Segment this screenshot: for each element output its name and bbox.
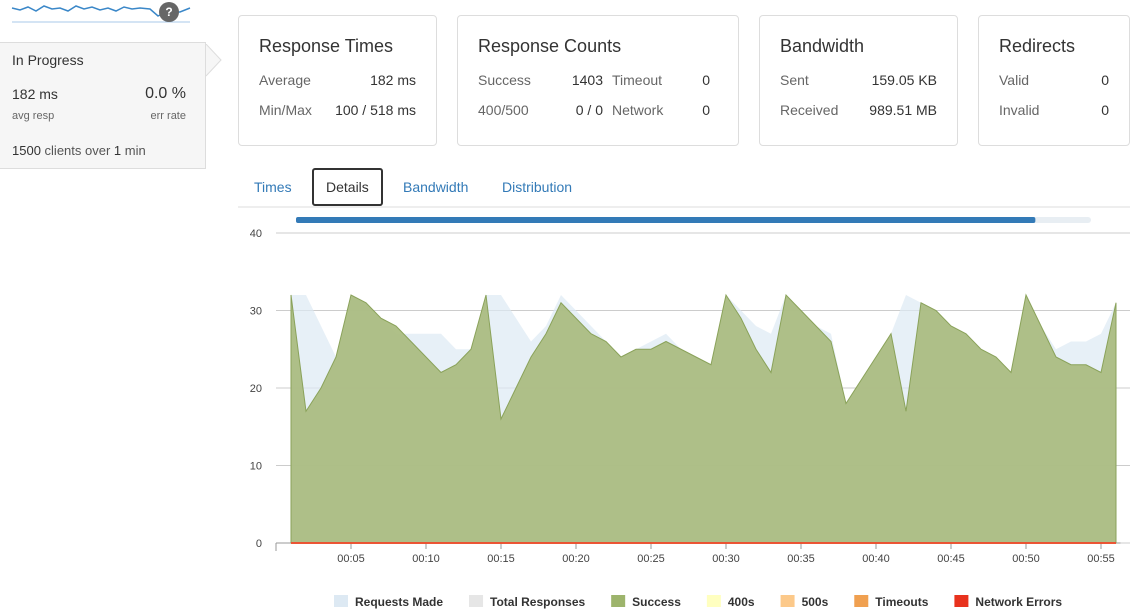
- stat-label: Network: [612, 102, 664, 118]
- stat-value: 0: [702, 102, 710, 118]
- stat-label: Average: [259, 72, 311, 88]
- x-tick-label: 00:55: [1087, 553, 1115, 565]
- status: In Progress: [12, 52, 84, 68]
- x-tick-label: 00:50: [1012, 553, 1040, 565]
- stat-label: 400/500: [478, 102, 529, 118]
- legend-label: Network Errors: [975, 595, 1062, 609]
- stat-value: 1403: [571, 72, 603, 88]
- legend-swatch: [469, 595, 484, 607]
- legend-swatch: [334, 595, 348, 607]
- duration: 1: [113, 143, 122, 158]
- help-text: ?: [165, 5, 172, 19]
- arrow: [205, 44, 222, 77]
- card-title: Response Times: [259, 36, 394, 56]
- clients: 1500 clients over 1 min: [12, 143, 146, 158]
- card-title: Redirects: [999, 36, 1076, 56]
- x-tick-label: 00:10: [412, 553, 440, 565]
- stat-value: 159.05 KB: [871, 72, 937, 88]
- stat-label: Success: [478, 72, 531, 88]
- y-tick-label: 40: [250, 228, 262, 240]
- x-tick-label: 00:45: [937, 553, 965, 565]
- stat-label: Sent: [780, 72, 809, 88]
- stat-label: Valid: [999, 72, 1030, 88]
- legend-label: Total Responses: [490, 595, 585, 609]
- x-tick-label: 00:35: [787, 553, 815, 565]
- stat-value: 0: [702, 72, 710, 88]
- stat-value: 0: [1101, 72, 1109, 88]
- stat-card: Response Times Average 182 ms Min/Max 100 / …: [238, 15, 437, 146]
- legend-label: Timeouts: [875, 595, 928, 609]
- legend-label: Requests Made: [355, 595, 443, 609]
- legend-swatch: [780, 595, 795, 607]
- clients-count: 1500: [12, 143, 41, 158]
- stat-label: Received: [780, 102, 839, 118]
- card-title: Response Counts: [478, 36, 622, 56]
- progress-bar: [296, 217, 1036, 223]
- stat-value: 0 / 0: [575, 102, 603, 118]
- stat-label: Timeout: [612, 72, 663, 88]
- tab[interactable]: Details: [312, 168, 383, 206]
- legend-swatch: [954, 595, 969, 607]
- err-rate-label: err rate: [150, 110, 186, 122]
- avg-resp: 182 ms: [12, 86, 58, 102]
- clients-text: clients over: [44, 143, 111, 158]
- legend-swatch: [706, 595, 721, 607]
- duration-unit: min: [124, 143, 146, 158]
- panel-arrow: [205, 44, 222, 77]
- tab[interactable]: Times: [254, 179, 292, 195]
- sparkline-line: [11, 5, 191, 17]
- x-tick-label: 00:15: [487, 553, 515, 565]
- stat-value: 989.51 MB: [869, 102, 937, 118]
- stat-card: Response Counts Success 1403 Timeout 0 400/50…: [457, 15, 739, 146]
- x-tick-label: 00:30: [712, 553, 740, 565]
- stat-card: Bandwidth Sent 159.05 KB Received 989.51 MB: [759, 15, 958, 146]
- tab[interactable]: Distribution: [502, 179, 573, 195]
- x-tick-label: 00:40: [862, 553, 890, 565]
- stat-value: 182 ms: [370, 72, 416, 88]
- help-icon[interactable]: [159, 2, 179, 22]
- stat-label: Invalid: [999, 102, 1040, 118]
- stat-value: 100 / 518 ms: [335, 102, 416, 118]
- x-tick-label: 00:05: [337, 553, 365, 565]
- err-rate: 0.0 %: [145, 85, 186, 102]
- y-tick-label: 30: [250, 306, 262, 318]
- legend-label: Success: [632, 595, 681, 609]
- series-area: [290, 293, 1117, 544]
- y-tick-label: 20: [250, 383, 262, 395]
- legend-swatch: [611, 595, 626, 607]
- y-tick-label: 0: [256, 538, 262, 550]
- avg-resp-label: avg resp: [12, 110, 55, 122]
- card-title: Bandwidth: [780, 36, 865, 56]
- x-tick-label: 00:20: [562, 553, 590, 565]
- stat-card: Redirects Valid 0 Invalid 0: [978, 15, 1130, 146]
- y-tick-label: 10: [250, 461, 262, 473]
- tab[interactable]: Bandwidth: [403, 179, 469, 195]
- stat-value: 0: [1101, 102, 1109, 118]
- legend-swatch: [854, 595, 869, 607]
- status-panel: In Progress 182 ms avg resp 0.0 % err ra…: [0, 42, 206, 169]
- chart: 0 10 20 30 40 00:05 00:10 00:15 00:20 00:25 00:30 0…: [238, 206, 1130, 609]
- legend-label: 500s: [802, 595, 829, 609]
- sparkline: ?: [11, 2, 191, 23]
- x-tick-label: 00:25: [637, 553, 665, 565]
- stat-label: Min/Max: [259, 102, 312, 118]
- legend-label: 400s: [728, 595, 755, 609]
